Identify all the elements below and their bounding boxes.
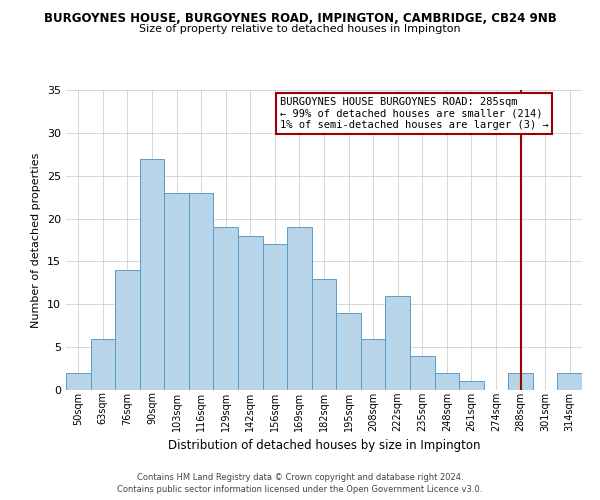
X-axis label: Distribution of detached houses by size in Impington: Distribution of detached houses by size … (168, 439, 480, 452)
Bar (410, 356, 434, 390)
Text: BURGOYNES HOUSE BURGOYNES ROAD: 285sqm
← 99% of detached houses are smaller (214: BURGOYNES HOUSE BURGOYNES ROAD: 285sqm ←… (280, 97, 548, 130)
Bar (263, 244, 287, 390)
Bar (189, 193, 214, 390)
Bar (238, 236, 263, 390)
Text: Size of property relative to detached houses in Impington: Size of property relative to detached ho… (139, 24, 461, 34)
Bar (287, 227, 312, 390)
Bar (385, 296, 410, 390)
Bar (557, 373, 582, 390)
Bar (361, 338, 385, 390)
Bar (164, 193, 189, 390)
Bar (140, 158, 164, 390)
Bar (91, 338, 115, 390)
Bar (66, 373, 91, 390)
Bar (312, 278, 336, 390)
Text: Contains public sector information licensed under the Open Government Licence v3: Contains public sector information licen… (118, 486, 482, 494)
Text: BURGOYNES HOUSE, BURGOYNES ROAD, IMPINGTON, CAMBRIDGE, CB24 9NB: BURGOYNES HOUSE, BURGOYNES ROAD, IMPINGT… (44, 12, 556, 26)
Bar (115, 270, 140, 390)
Bar (434, 373, 459, 390)
Bar (214, 227, 238, 390)
Bar (508, 373, 533, 390)
Text: Contains HM Land Registry data © Crown copyright and database right 2024.: Contains HM Land Registry data © Crown c… (137, 473, 463, 482)
Y-axis label: Number of detached properties: Number of detached properties (31, 152, 41, 328)
Bar (459, 382, 484, 390)
Bar (336, 313, 361, 390)
